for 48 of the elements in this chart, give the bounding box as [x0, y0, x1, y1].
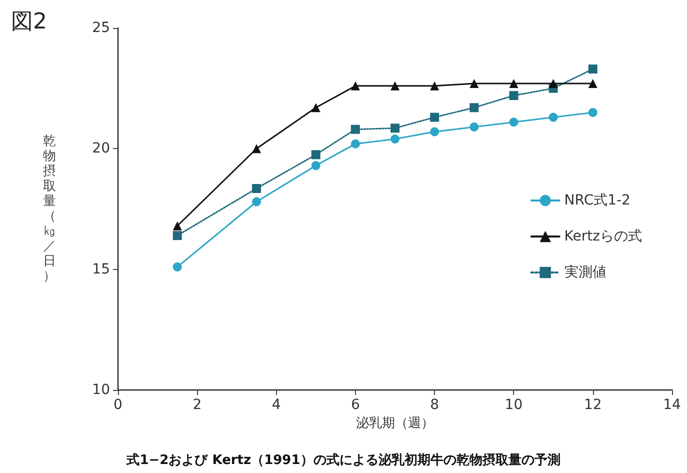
point — [390, 81, 400, 90]
y-tick-label: 20 — [92, 140, 110, 157]
x-tick-label: 8 — [430, 397, 440, 413]
point — [252, 184, 261, 193]
x-tick-label: 12 — [584, 397, 602, 413]
x-tick-label: 14 — [663, 397, 681, 413]
point — [172, 231, 182, 240]
legend-label: 実測値 — [564, 264, 606, 280]
point — [588, 79, 598, 88]
point — [311, 103, 320, 112]
point — [588, 108, 598, 117]
text: 式1−2および Kertz（1991）の式による泌乳初期牛の乾物摂取量の予測 — [126, 452, 560, 468]
point — [172, 262, 182, 272]
chart-title: 図2 — [11, 10, 47, 34]
y-tick-label: 10 — [92, 382, 110, 398]
x-tick-label: 6 — [350, 397, 360, 413]
point — [252, 144, 261, 154]
x-tick-label: 10 — [504, 397, 523, 413]
text: 乾物摂取量（㎏／日） — [43, 134, 56, 284]
y-tick-label: 15 — [92, 261, 110, 278]
point — [350, 81, 360, 90]
point — [548, 112, 558, 122]
x-tick-label: 0 — [114, 397, 122, 413]
point — [470, 122, 479, 132]
point — [311, 161, 320, 170]
point — [509, 79, 518, 88]
point — [430, 112, 440, 122]
point — [172, 221, 182, 230]
point — [350, 124, 360, 134]
point — [509, 91, 518, 100]
x-tick-label: 2 — [192, 397, 202, 413]
point — [588, 64, 598, 74]
point — [350, 139, 360, 148]
point — [390, 124, 400, 133]
point — [470, 79, 479, 88]
point — [430, 81, 440, 90]
point — [548, 79, 558, 88]
point — [430, 127, 440, 136]
point — [252, 197, 261, 206]
point — [470, 103, 479, 112]
x-axis-title: 泌乳期（週） — [356, 416, 434, 431]
x-tick-label: 4 — [272, 397, 281, 413]
legend-label: Kertzらの式 — [564, 228, 642, 244]
legend-label: NRC式1-2 — [564, 192, 630, 208]
point — [311, 150, 320, 160]
point — [390, 134, 400, 144]
y-tick-label: 25 — [92, 20, 110, 36]
point — [509, 118, 518, 127]
